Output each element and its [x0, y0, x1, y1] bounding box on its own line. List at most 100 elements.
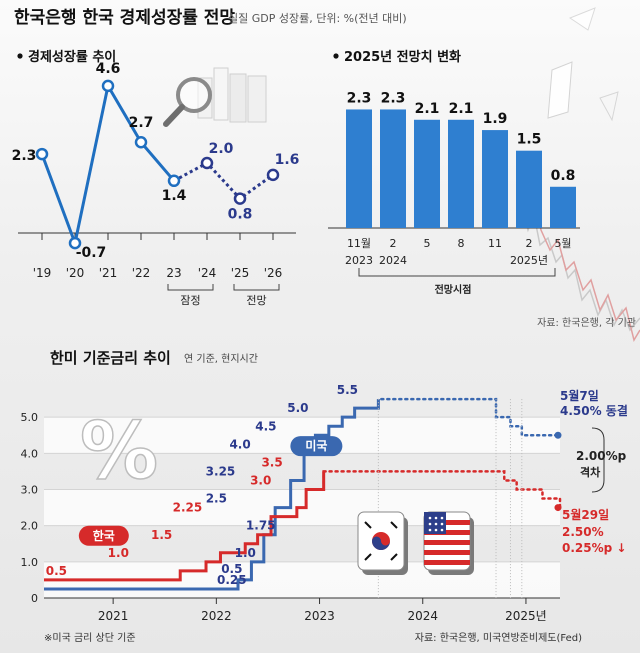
chart1-title: 경제성장률 추이: [28, 49, 116, 65]
us-date-label: 5월7일: [560, 388, 599, 403]
y-tick-label: 0: [31, 592, 38, 605]
percent-sign-decoration: %: [80, 407, 158, 497]
bar-value-label: 1.5: [517, 132, 542, 148]
data-point: [101, 79, 115, 93]
usa-rate-label: 3.25: [206, 464, 236, 478]
chart1-x-label: '26: [264, 266, 283, 280]
chart3-subtitle: 연 기준, 현지시간: [184, 353, 258, 365]
bar-year-label: 2023: [345, 254, 373, 267]
usa-name-label: 미국: [305, 438, 327, 453]
chart1-x-label: '24: [198, 266, 217, 280]
usa-rate-label: 1.0: [235, 546, 256, 560]
bar-year-label: 2024: [379, 254, 407, 267]
bullet-dot: [333, 53, 339, 59]
chart2-title: 2025년 전망치 변화: [344, 49, 461, 65]
data-point: [167, 174, 181, 188]
usa-rate-label: 5.5: [337, 383, 358, 397]
paper-decoration: [547, 7, 619, 122]
x-tick-label: 2022: [201, 609, 232, 623]
data-label: 0.8: [228, 207, 253, 223]
bullet-dot: [17, 53, 23, 59]
bar: [380, 109, 406, 228]
korea-name-pill: [78, 525, 129, 546]
chart2-source: 자료: 한국은행, 각 기관: [537, 317, 636, 329]
magnifier-icon: [163, 67, 267, 127]
data-point: [266, 168, 280, 182]
bar-x-label: 11월: [347, 237, 371, 250]
usa-rate-label: 4.0: [229, 437, 250, 451]
header-title: 한국은행 한국 경제성장률 전망: [14, 8, 235, 28]
data-point: [35, 147, 49, 161]
chart3-title: 한미 기준금리 추이: [50, 349, 171, 367]
gap-bracket: [591, 427, 605, 493]
bar: [414, 119, 440, 228]
data-label: 1.6: [275, 152, 300, 168]
bracket-label: 전망: [246, 294, 266, 307]
bar-value-label: 0.8: [551, 168, 576, 184]
usa-rate-label: 2.5: [206, 492, 227, 506]
chart1-x-label: '22: [132, 266, 151, 280]
x-tick-label: 2023: [304, 609, 335, 623]
header-subtitle: 실질 GDP 성장률, 단위: %(전년 대비): [228, 12, 407, 25]
bar-year-label: 2025년: [510, 254, 548, 267]
korea-name-label: 한국: [93, 528, 115, 543]
bar: [346, 109, 372, 228]
y-tick-label: 4.0: [21, 447, 39, 460]
bar: [448, 119, 474, 228]
usa-rate-label: 4.5: [255, 419, 276, 433]
chart1-x-label: '20: [66, 266, 85, 280]
bar-x-label: 2: [390, 237, 397, 250]
bar-value-label: 1.9: [483, 111, 508, 127]
bracket: [167, 284, 214, 291]
usa-rate-label: 1.75: [246, 519, 276, 533]
y-tick-label: 3.0: [21, 484, 39, 497]
usa-rate-label: 5.0: [287, 401, 308, 415]
usa-name-pill: [290, 436, 343, 457]
bar-value-label: 2.1: [449, 101, 474, 117]
korea-rate-label: 3.5: [261, 455, 282, 469]
chart3-footnote: ※미국 금리 상단 기준: [44, 632, 136, 644]
bracket-label: 잠정: [180, 294, 200, 307]
series-end-dot: [554, 431, 562, 439]
bar-value-label: 2.3: [347, 90, 372, 106]
korea-rate-label: 1.0: [108, 546, 129, 560]
bar-x-label: 2: [526, 237, 533, 250]
data-point: [233, 192, 247, 205]
y-tick-label: 1.0: [21, 556, 39, 569]
gap-value-label: 2.00%p: [576, 449, 627, 463]
korea-rate-label: 2.25: [173, 501, 203, 515]
chart1-x-label: 23: [166, 266, 181, 280]
series-line-solid: [40, 84, 176, 245]
bar: [482, 130, 508, 228]
x-tick-label: 2025년: [505, 609, 547, 623]
korea-rate-label: 0.5: [46, 564, 67, 578]
forecast-bar-chart: 2.3 11월 2023 2.3 2 2024 2.1 5 2.1 8 1.9 11 1.5 2 2025년…: [328, 90, 580, 277]
data-label: 2.7: [129, 115, 154, 131]
data-label: 2.0: [209, 141, 234, 157]
bar-x-label: 5: [424, 237, 431, 250]
korea-rate-label: 1.5: [151, 528, 172, 542]
usa-rate-label: 0.25: [217, 573, 247, 587]
data-point: [200, 156, 214, 170]
bar-value-label: 2.3: [381, 90, 406, 106]
kr-change-label: 0.25%p ↓: [562, 541, 626, 555]
y-tick-label: 5.0: [21, 411, 39, 424]
bar-x-label: 11: [488, 237, 502, 250]
series-line-korea: [44, 471, 326, 582]
kr-value-label: 2.50%: [562, 525, 604, 539]
us-value-label: 4.50% 동결: [560, 403, 628, 418]
growth-line-chart: '19 '20 '21 '22 23 '24 '25 '26 2.3 -0.7 4.6 2.7 1.4 2…: [12, 61, 300, 307]
usa-flag-icon: [423, 511, 474, 575]
chart2-xlabel: 전망시점: [435, 283, 472, 296]
series-end-dot: [554, 504, 562, 512]
data-point: [68, 236, 82, 250]
gap-text-label: 격차: [580, 465, 601, 479]
korea-flag-icon: [357, 511, 408, 575]
rate-line-chart: 0 1.0 2.0 3.0 4.0 5.0 2021 2022 2023 2024 2025년 0.2…: [21, 383, 562, 623]
series-line-dashed: [173, 161, 274, 201]
bar-value-label: 2.1: [415, 101, 440, 117]
bracket: [358, 268, 556, 277]
chart1-x-label: '21: [99, 266, 118, 280]
data-point: [134, 135, 148, 149]
data-label: 1.4: [162, 188, 187, 204]
